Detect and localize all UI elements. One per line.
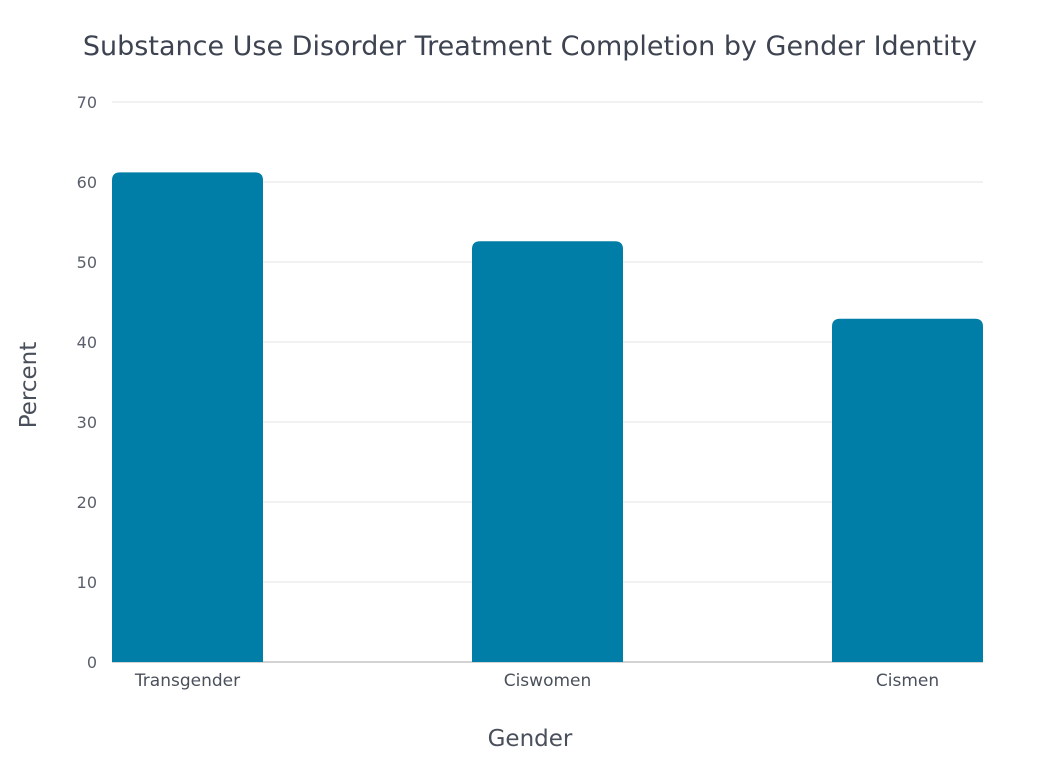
- y-tick-label: 70: [77, 93, 97, 112]
- y-tick-label: 10: [77, 573, 97, 592]
- y-tick-label: 20: [77, 493, 97, 512]
- bar-transgender: [112, 172, 263, 662]
- y-axis-title: Percent: [16, 342, 42, 429]
- x-tick-label-transgender: Transgender: [134, 671, 240, 691]
- y-tick-label: 30: [77, 413, 97, 432]
- chart-title: Substance Use Disorder Treatment Complet…: [83, 31, 977, 62]
- y-tick-label: 50: [77, 253, 97, 272]
- x-tick-label-ciswomen: Ciswomen: [504, 671, 592, 691]
- x-axis-title: Gender: [488, 726, 573, 752]
- x-tick-label-cismen: Cismen: [876, 671, 939, 691]
- bar-ciswomen: [472, 241, 623, 662]
- y-tick-label: 40: [77, 333, 97, 352]
- x-axis-labels: Transgender Ciswomen Cismen: [134, 671, 939, 691]
- y-axis-ticks: 0 10 20 30 40 50 60 70: [77, 93, 97, 672]
- bars: [112, 172, 983, 662]
- y-tick-label: 0: [87, 653, 97, 672]
- bar-cismen: [832, 318, 983, 662]
- y-tick-label: 60: [77, 173, 97, 192]
